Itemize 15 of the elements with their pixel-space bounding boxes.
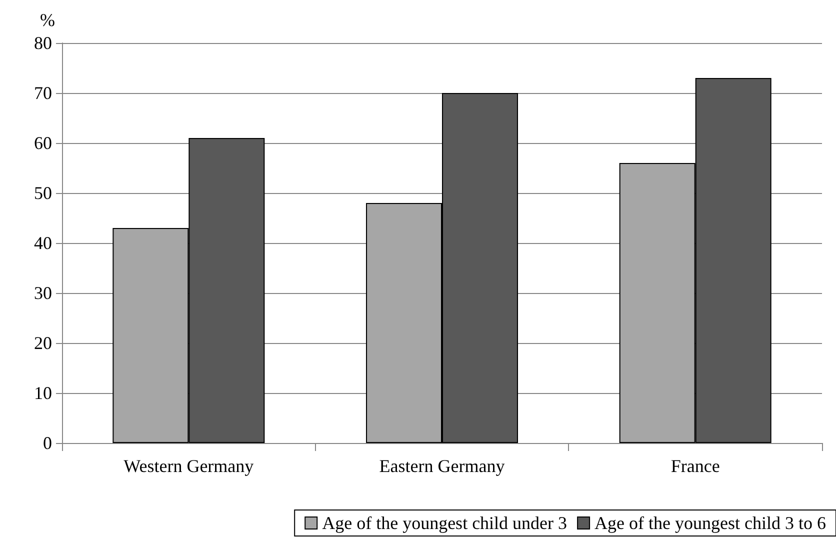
y-tick-label: 70	[34, 83, 52, 103]
x-tick-label: Western Germany	[124, 456, 254, 476]
legend-label: Age of the youngest child 3 to 6	[594, 513, 826, 533]
y-tick-label: 60	[34, 133, 52, 153]
y-axis-title: %	[40, 10, 55, 30]
y-tick-label: 80	[34, 33, 52, 53]
legend-label: Age of the youngest child under 3	[322, 513, 568, 533]
y-tick-label: 40	[34, 233, 52, 253]
y-tick-label: 0	[43, 433, 52, 453]
x-tick-label: France	[670, 456, 720, 476]
y-tick-label: 50	[34, 183, 52, 203]
x-tick-label: Eastern Germany	[379, 456, 505, 476]
y-tick-label: 20	[34, 333, 52, 353]
y-tick-label: 30	[34, 283, 52, 303]
y-tick-label: 10	[34, 383, 52, 403]
